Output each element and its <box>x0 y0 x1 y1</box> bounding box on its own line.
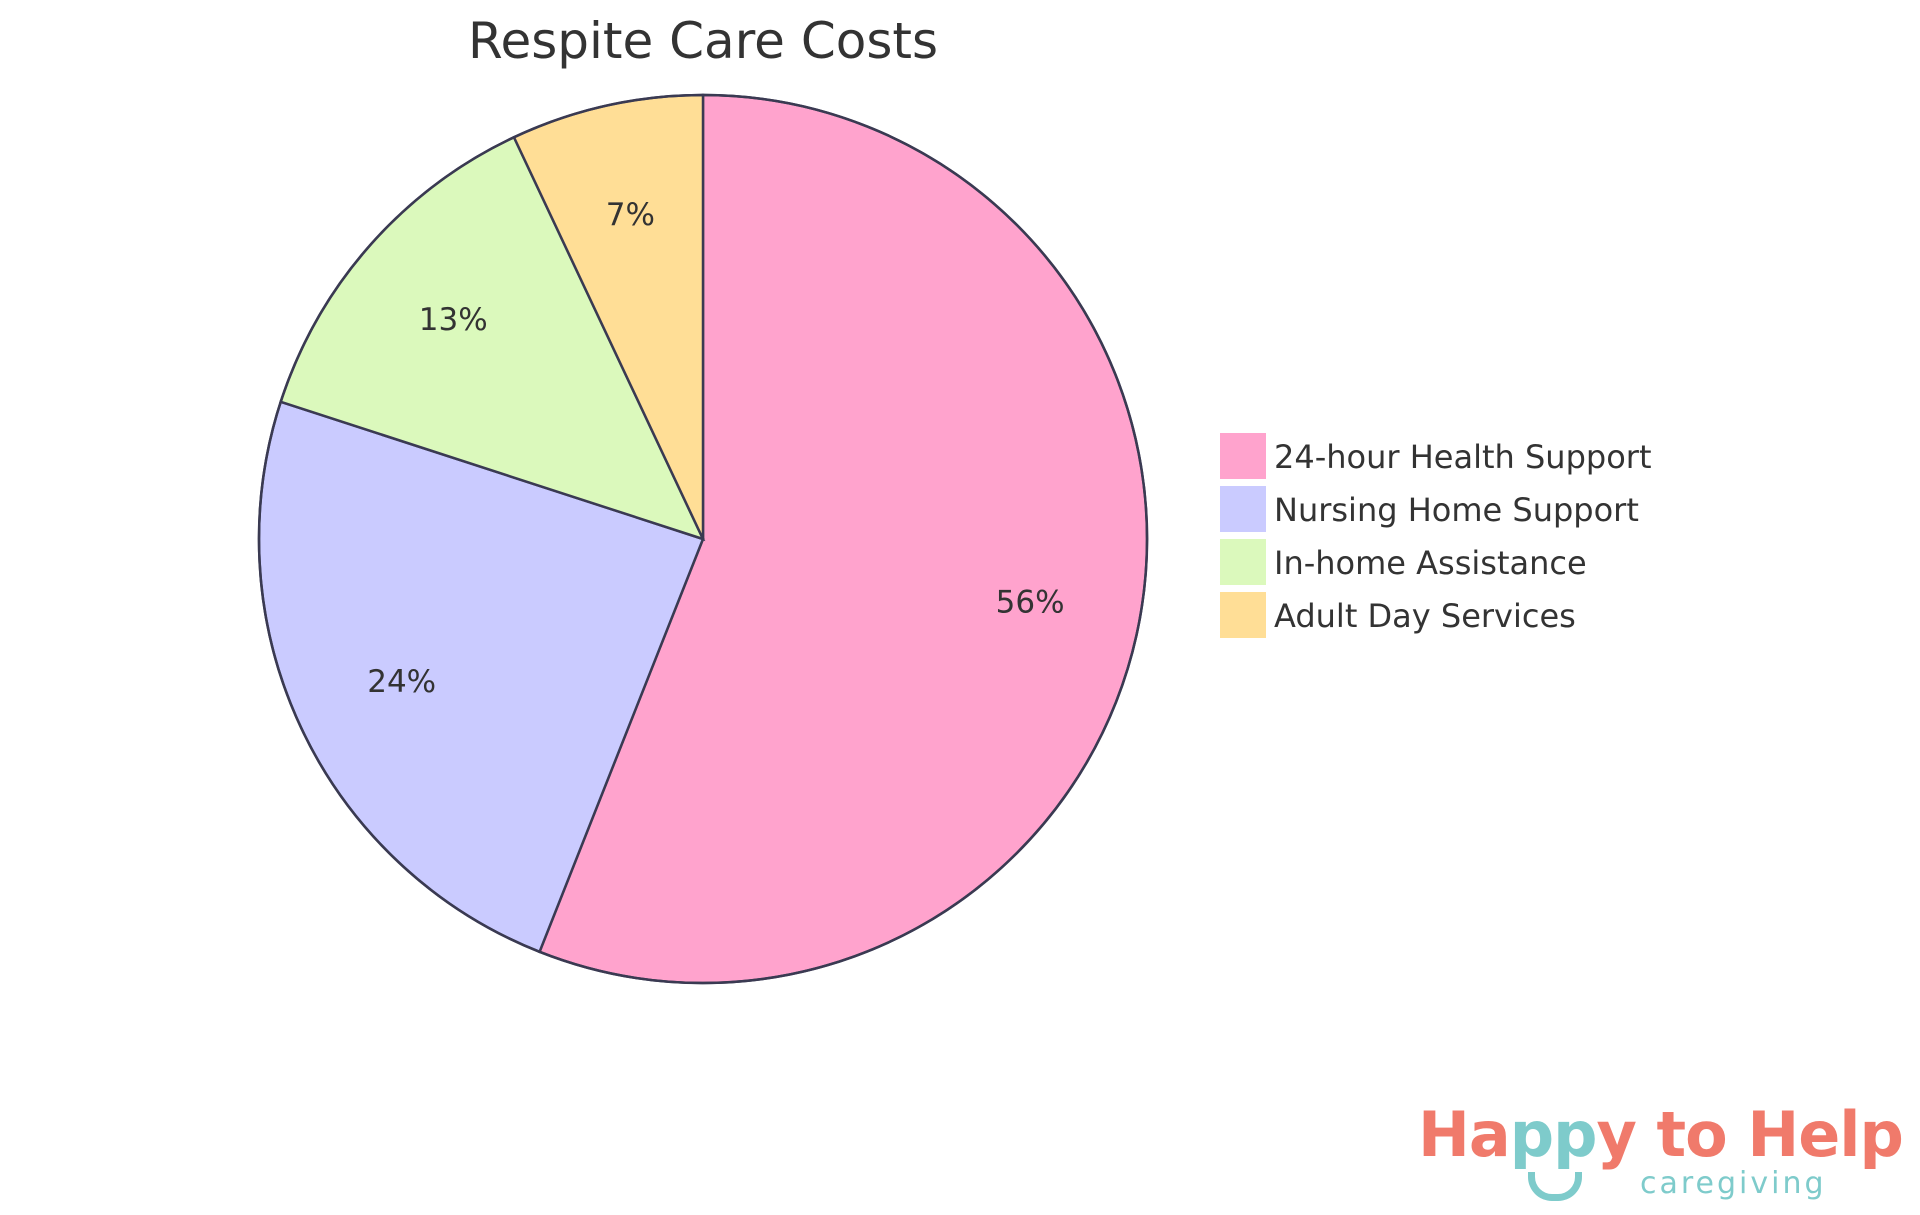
legend-item: Nursing Home Support <box>1220 486 1639 532</box>
slice-label: 56% <box>996 584 1065 620</box>
legend-label: 24-hour Health Support <box>1274 438 1651 476</box>
logo-text-1: Ha <box>1418 1098 1511 1171</box>
slice-label: 7% <box>606 197 655 233</box>
slice-label: 24% <box>367 664 436 700</box>
legend-item: Adult Day Services <box>1220 592 1576 638</box>
legend-item: In-home Assistance <box>1220 539 1587 585</box>
smile-icon <box>1528 1172 1582 1201</box>
legend-label: Adult Day Services <box>1274 597 1576 635</box>
logo-wordmark: Happy to Help <box>1418 1098 1904 1171</box>
logo-text-2: pp <box>1509 1098 1598 1171</box>
legend-swatch <box>1220 433 1266 479</box>
legend-swatch <box>1220 539 1266 585</box>
pie-slices <box>257 93 1149 985</box>
legend-swatch <box>1220 486 1266 532</box>
logo-text-3: y to Help <box>1596 1098 1904 1171</box>
logo-subtitle: caregiving <box>1640 1166 1827 1201</box>
slice-label: 13% <box>419 302 488 338</box>
legend-label: Nursing Home Support <box>1274 491 1639 529</box>
legend-swatch <box>1220 592 1266 638</box>
legend-item: 24-hour Health Support <box>1220 433 1651 479</box>
pie-labels: 56% 24% 13% 7% <box>367 197 1064 700</box>
pie-outline <box>257 93 1149 985</box>
happy-to-help-logo: Happy to Help caregiving <box>1418 1098 1904 1208</box>
chart-title: Respite Care Costs <box>468 12 938 70</box>
legend: 24-hour Health Support Nursing Home Suppo… <box>1220 433 1651 638</box>
legend-label: In-home Assistance <box>1274 544 1587 582</box>
